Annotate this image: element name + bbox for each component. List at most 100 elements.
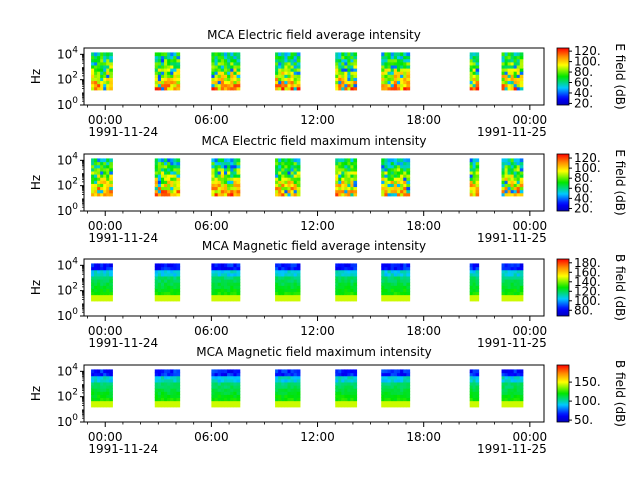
spectrogram-cell	[390, 164, 395, 169]
spectrogram-cell	[510, 170, 515, 175]
spectrogram-cell	[475, 80, 480, 85]
spectrogram-cell	[214, 61, 219, 66]
spectrogram-cell	[223, 291, 228, 296]
spectrogram-cell	[217, 61, 222, 66]
spectrogram-cell	[344, 288, 348, 293]
spectrogram-cell	[284, 174, 289, 178]
spectrogram-cell	[507, 403, 512, 408]
spectrogram-cell	[504, 68, 509, 72]
spectrogram-cell	[223, 58, 228, 63]
spectrogram-cell	[167, 161, 171, 166]
spectrogram-cell	[519, 397, 524, 402]
spectrogram-cell	[220, 263, 225, 268]
spectrogram-cell	[214, 74, 219, 78]
spectrogram-cell	[406, 183, 411, 188]
spectrogram-cell	[109, 192, 113, 197]
spectrogram-cell	[390, 77, 395, 82]
spectrogram-cell	[293, 177, 298, 181]
spectrogram-cell	[170, 263, 174, 268]
spectrogram-cell	[475, 388, 480, 392]
spectrogram-cell	[519, 391, 524, 395]
data-block	[335, 52, 358, 91]
spectrogram-cell	[97, 375, 101, 380]
spectrogram-cell	[296, 158, 301, 163]
spectrogram-cell	[173, 83, 178, 88]
spectrogram-cell	[170, 394, 174, 399]
spectrogram-cell	[384, 291, 389, 296]
spectrogram-cell	[287, 174, 292, 178]
spectrogram-cell	[504, 388, 509, 392]
spectrogram-cell	[167, 77, 171, 82]
spectrogram-cell	[170, 167, 174, 172]
spectrogram-cell	[154, 385, 159, 389]
spectrogram-cell	[278, 263, 282, 268]
spectrogram-cell	[91, 83, 95, 88]
spectrogram-cell	[347, 282, 351, 286]
spectrogram-cell	[510, 269, 515, 274]
spectrogram-cell	[406, 394, 411, 399]
spectrogram-cell	[510, 266, 515, 271]
spectrogram-cell	[94, 369, 98, 374]
spectrogram-cell	[100, 58, 104, 63]
spectrogram-cell	[160, 83, 165, 88]
spectrogram-cell	[519, 272, 524, 277]
spectrogram-cell	[103, 297, 107, 302]
spectrogram-cell	[281, 189, 285, 194]
spectrogram-cell	[293, 372, 298, 377]
spectrogram-cell	[236, 158, 241, 163]
spectrogram-cell	[501, 189, 506, 194]
spectrogram-cell	[396, 174, 401, 178]
spectrogram-cell	[160, 58, 165, 63]
spectrogram-cell	[504, 74, 509, 78]
spectrogram-cell	[160, 183, 165, 188]
spectrogram-cell	[227, 80, 231, 85]
spectrogram-cell	[507, 275, 512, 280]
spectrogram-cell	[341, 68, 345, 72]
spectrogram-cell	[469, 189, 474, 194]
spectrogram-cell	[167, 291, 171, 296]
spectrogram-cell	[381, 263, 385, 268]
spectrogram-cell	[501, 297, 506, 302]
spectrogram-cell	[350, 167, 355, 172]
spectrogram-cell	[396, 68, 401, 72]
y-axis-label: Hz	[29, 386, 43, 401]
spectrogram-cell	[106, 68, 110, 72]
spectrogram-cell	[293, 288, 298, 293]
spectrogram-cell	[469, 170, 474, 175]
spectrogram-cell	[344, 391, 348, 395]
spectrogram-cell	[91, 174, 95, 178]
spectrogram-cell	[275, 68, 279, 72]
spectrogram-cell	[504, 400, 509, 405]
spectrogram-cell	[164, 282, 168, 286]
spectrogram-cell	[278, 61, 282, 66]
spectrogram-cell	[403, 375, 407, 380]
spectrogram-cell	[211, 378, 216, 383]
spectrogram-cell	[381, 161, 385, 166]
spectrogram-cell	[170, 177, 174, 181]
spectrogram-cell	[100, 177, 104, 181]
y-tick-label: 102	[57, 71, 78, 87]
panel-title: MCA Electric field maximum intensity	[201, 134, 426, 148]
spectrogram-cell	[513, 272, 518, 277]
spectrogram-cell	[396, 403, 401, 408]
spectrogram-cell	[400, 192, 404, 197]
spectrogram-cell	[338, 400, 342, 405]
spectrogram-cell	[296, 403, 301, 408]
spectrogram-cell	[390, 397, 395, 402]
spectrogram-cell	[284, 297, 289, 302]
spectrogram-cell	[227, 266, 231, 271]
spectrogram-cell	[94, 266, 98, 271]
spectrogram-cell	[230, 285, 235, 289]
spectrogram-cell	[281, 183, 285, 188]
spectrogram-cell	[91, 161, 95, 166]
spectrogram-cell	[106, 285, 110, 289]
spectrogram-cell	[406, 288, 411, 293]
spectrogram-cell	[287, 177, 292, 181]
spectrogram-cell	[403, 266, 407, 271]
spectrogram-cell	[296, 369, 301, 374]
spectrogram-cell	[516, 167, 521, 172]
spectrogram-cell	[344, 52, 348, 57]
spectrogram-cell	[103, 394, 107, 399]
spectrogram-cell	[281, 161, 285, 166]
spectrogram-cell	[472, 372, 477, 377]
